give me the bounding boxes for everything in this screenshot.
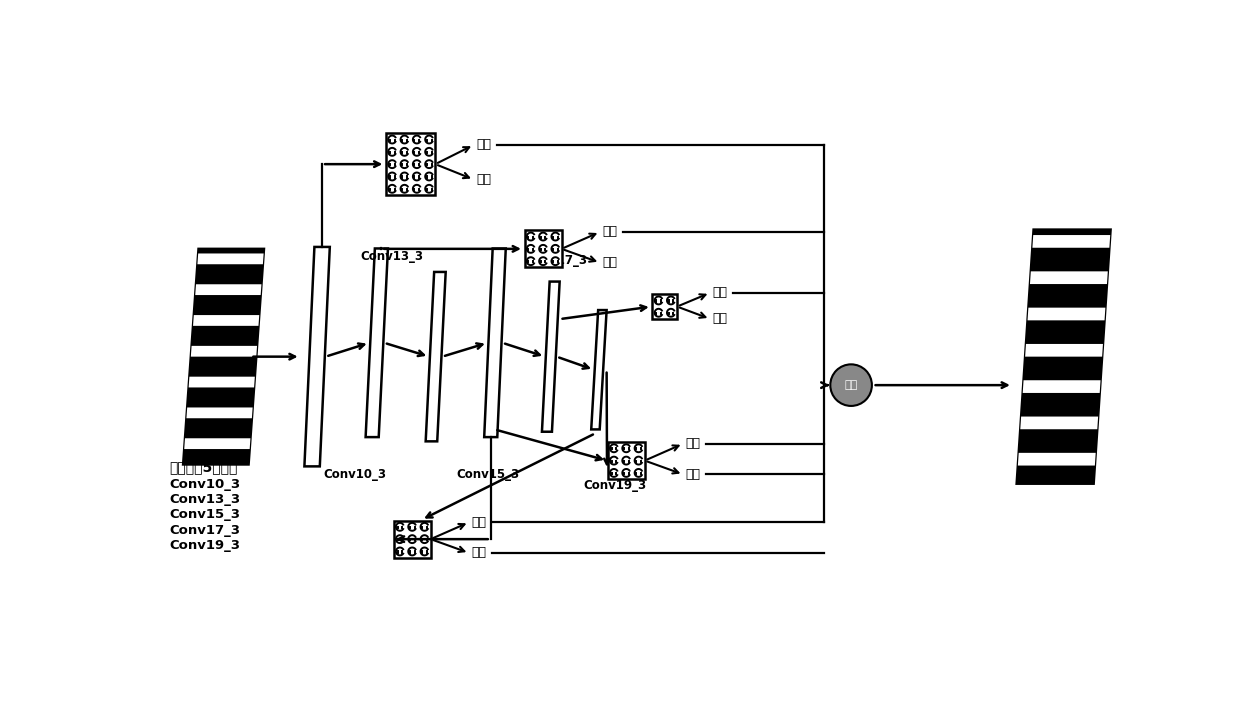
Text: 分类: 分类: [476, 139, 491, 151]
Circle shape: [831, 364, 872, 406]
Polygon shape: [197, 254, 264, 264]
Text: 回归: 回归: [686, 468, 701, 481]
Text: Conv10_3: Conv10_3: [170, 477, 241, 491]
Bar: [394, 520, 430, 558]
Bar: [652, 294, 677, 319]
Polygon shape: [186, 407, 253, 419]
Text: Conv17_3: Conv17_3: [525, 255, 588, 267]
Polygon shape: [184, 249, 264, 464]
Polygon shape: [188, 377, 255, 387]
Bar: [386, 134, 435, 195]
Text: 输出: 输出: [844, 380, 858, 390]
Polygon shape: [542, 281, 559, 432]
Text: 分类: 分类: [603, 226, 618, 238]
Polygon shape: [1033, 235, 1110, 247]
Bar: [525, 230, 562, 267]
Polygon shape: [1023, 380, 1101, 393]
Text: 回归: 回归: [476, 173, 491, 186]
Text: 分类: 分类: [471, 515, 486, 529]
Text: 分类: 分类: [713, 286, 728, 299]
Text: Conv17_3: Conv17_3: [170, 524, 241, 537]
Polygon shape: [484, 248, 506, 437]
Text: Conv10_3: Conv10_3: [324, 468, 387, 481]
Text: Conv13_3: Conv13_3: [361, 250, 424, 264]
Text: Conv13_3: Conv13_3: [170, 493, 241, 506]
Polygon shape: [425, 272, 445, 441]
Polygon shape: [591, 310, 606, 429]
Text: Conv19_3: Conv19_3: [170, 539, 241, 552]
Text: 分类: 分类: [686, 437, 701, 450]
Polygon shape: [191, 346, 257, 356]
Polygon shape: [195, 284, 262, 295]
Polygon shape: [1021, 416, 1099, 429]
Text: 检测层（5尺度）: 检测层（5尺度）: [170, 460, 238, 474]
Polygon shape: [304, 247, 330, 467]
Polygon shape: [1030, 271, 1107, 284]
Polygon shape: [193, 315, 259, 326]
Text: 回归: 回归: [603, 256, 618, 269]
Polygon shape: [1017, 230, 1111, 484]
Polygon shape: [1025, 344, 1102, 356]
Polygon shape: [1018, 453, 1096, 465]
Polygon shape: [1028, 308, 1105, 320]
Polygon shape: [185, 438, 250, 449]
Bar: [608, 442, 645, 479]
Text: Conv15_3: Conv15_3: [170, 508, 241, 521]
Text: 回归: 回归: [471, 547, 486, 559]
Text: 回归: 回归: [713, 312, 728, 325]
Polygon shape: [366, 248, 388, 437]
Text: Conv15_3: Conv15_3: [456, 468, 520, 481]
Text: Conv19_3: Conv19_3: [583, 479, 646, 492]
